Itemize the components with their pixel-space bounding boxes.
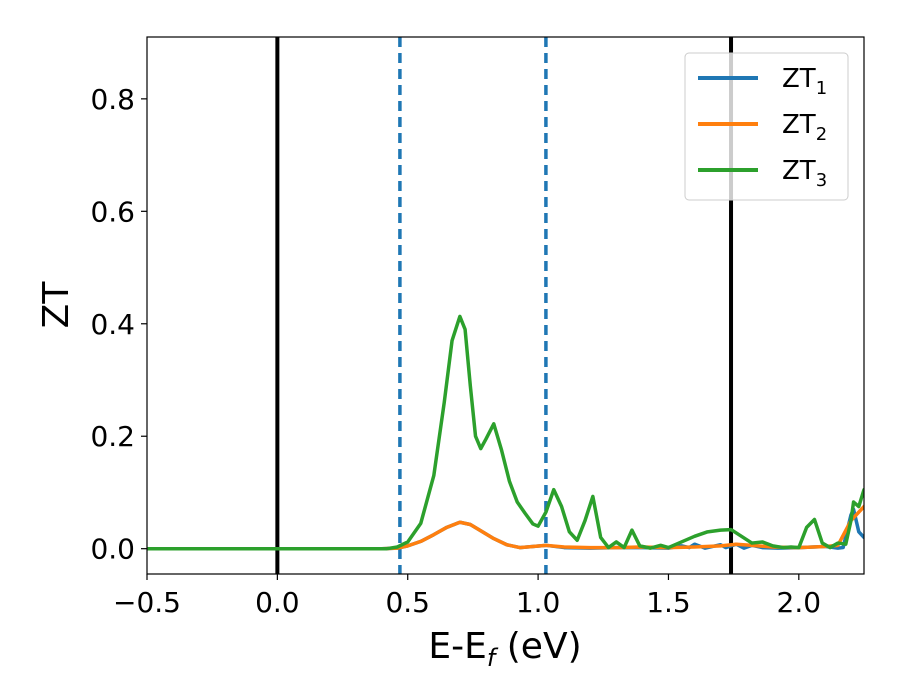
legend-label-zt1: ZT1 [782,64,827,99]
y-tick-label: 0.4 [90,308,135,341]
y-axis-label: ZT [36,281,77,329]
x-tick-label: 1.5 [646,586,691,619]
legend-label-zt2: ZT2 [782,110,827,145]
series-line-zt3 [147,314,864,551]
legend-frame [684,52,849,201]
x-tick-label: 0.0 [255,586,300,619]
y-tick-label: 0.8 [90,83,135,116]
y-tick-label: 0.6 [90,195,135,228]
y-tick-label: 0.2 [90,420,135,453]
x-tick-label: 1.0 [516,586,561,619]
y-tick-label: 0.0 [90,533,135,566]
x-tick-label: 2.0 [777,586,822,619]
x-axis-label: E-Ef (eV) [428,626,581,672]
legend: ZT1 ZT2 ZT3 [684,52,849,201]
x-tick-label: −0.5 [113,586,181,619]
legend-label-zt3: ZT3 [782,156,827,191]
x-tick-label: 0.5 [385,586,430,619]
plot-frame [146,36,865,575]
